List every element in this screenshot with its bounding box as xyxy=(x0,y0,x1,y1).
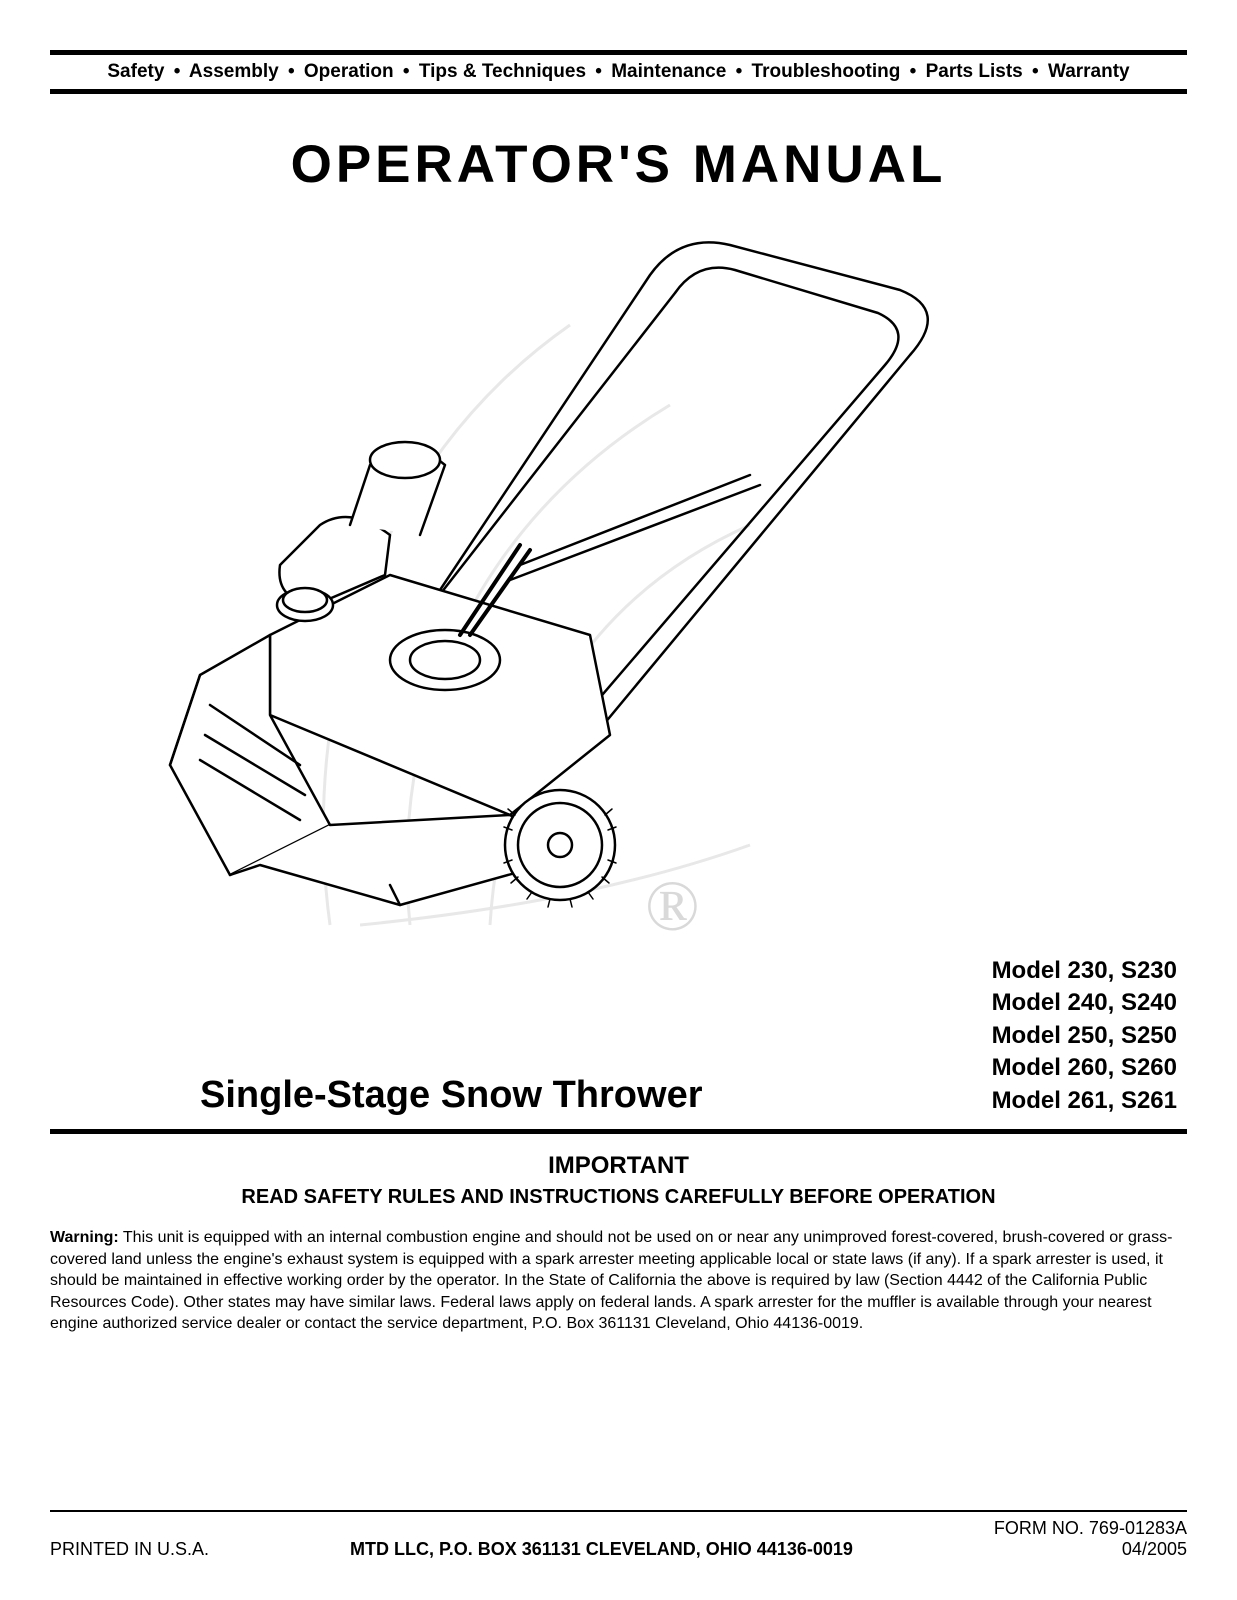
footer: PRINTED IN U.S.A. MTD LLC, P.O. BOX 3611… xyxy=(50,1510,1187,1560)
product-row: Single-Stage Snow Thrower Model 230, S23… xyxy=(50,955,1187,1129)
model-line: Model 250, S250 xyxy=(992,1020,1177,1052)
important-label: IMPORTANT xyxy=(50,1152,1187,1180)
important-subheading: READ SAFETY RULES AND INSTRUCTIONS CAREF… xyxy=(50,1186,1187,1209)
registered-mark: ® xyxy=(645,865,700,948)
model-line: Model 261, S261 xyxy=(992,1085,1177,1117)
product-illustration: ® xyxy=(50,205,1187,965)
model-line: Model 260, S260 xyxy=(992,1052,1177,1084)
footer-form-no: FORM NO. 769-01283A xyxy=(994,1518,1187,1539)
model-list: Model 230, S230Model 240, S240Model 250,… xyxy=(992,955,1177,1117)
warning-label: Warning: xyxy=(50,1229,119,1246)
warning-body: This unit is equipped with an internal c… xyxy=(50,1229,1172,1332)
warning-paragraph: Warning: This unit is equipped with an i… xyxy=(50,1227,1187,1335)
footer-date: 04/2005 xyxy=(994,1539,1187,1560)
footer-company: MTD LLC, P.O. BOX 361131 CLEVELAND, OHIO… xyxy=(350,1539,853,1560)
rule-footer xyxy=(50,1510,1187,1512)
document-title: OPERATOR'S MANUAL xyxy=(50,134,1187,195)
rule-mid-thick xyxy=(50,1129,1187,1134)
model-line: Model 240, S240 xyxy=(992,987,1177,1019)
important-block: IMPORTANT READ SAFETY RULES AND INSTRUCT… xyxy=(50,1152,1187,1209)
page: Safety • Assembly • Operation • Tips & T… xyxy=(0,0,1237,1600)
product-name: Single-Stage Snow Thrower xyxy=(200,1074,703,1117)
rule-top-thick-2 xyxy=(50,89,1187,94)
footer-printed: PRINTED IN U.S.A. xyxy=(50,1539,209,1560)
header-sections: Safety • Assembly • Operation • Tips & T… xyxy=(50,55,1187,89)
